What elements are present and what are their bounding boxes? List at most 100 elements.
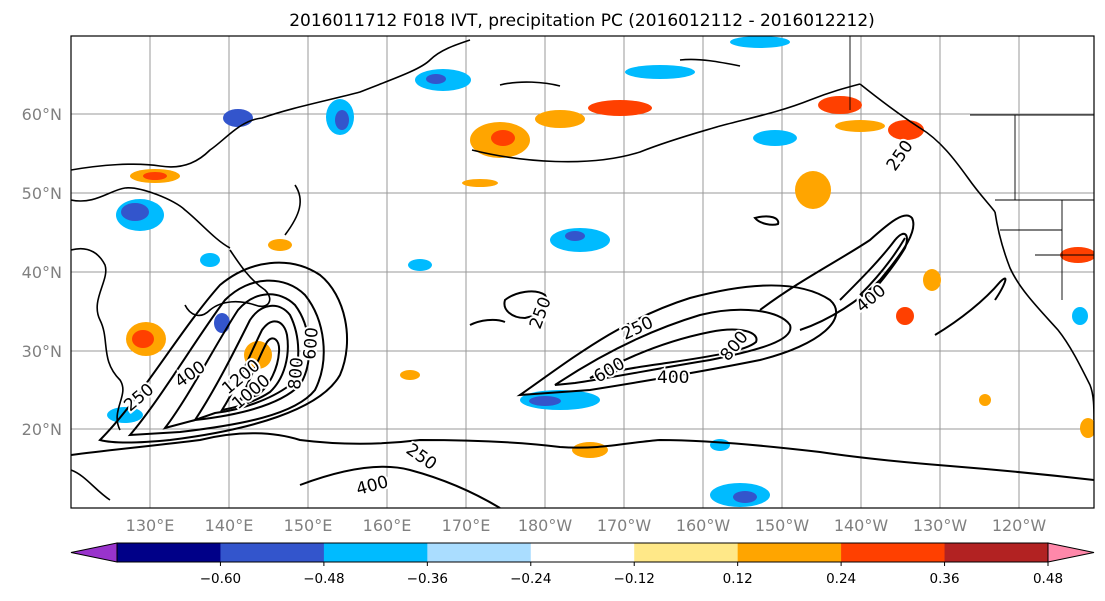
precip-blob: [535, 110, 585, 128]
contour-250: [934, 277, 1007, 336]
colorbar-segment: [841, 543, 946, 562]
precip-blob: [426, 74, 446, 84]
contour-1000: [219, 320, 289, 412]
precip-blob: [408, 259, 432, 271]
precip-blob: [107, 407, 143, 423]
colorbar-tick-label: 0.36: [930, 571, 960, 587]
political-boundaries: [849, 36, 1094, 300]
contour-250: [503, 290, 548, 320]
colorbar-segment: [220, 543, 325, 562]
map-panel: 250 400 1200 1000 800 600 250 250 600 40…: [70, 35, 1095, 509]
coast-line: [284, 184, 301, 236]
contour-800: [192, 304, 300, 422]
precip-blob: [979, 394, 991, 406]
colorbar-tick-label: 0.24: [826, 571, 856, 587]
precip-blob: [565, 231, 585, 241]
colorbar-outline: [116, 542, 1049, 563]
precip-blob: [588, 100, 652, 116]
lon-tick-label: 160°E: [363, 516, 412, 535]
contour-250: [469, 318, 506, 326]
contour-600: [589, 328, 758, 379]
lon-tick-label: 140°E: [205, 516, 254, 535]
contour-250: [71, 432, 1094, 481]
lon-tick-label: 160°W: [676, 516, 731, 535]
precip-blob: [462, 179, 498, 187]
lat-tick-label: 20°N: [22, 420, 62, 439]
colorbar: −0.60 −0.48 −0.36 −0.24 −0.12 0.12 0.24 0.36 0.4…: [70, 542, 1095, 587]
precip-blob: [1080, 418, 1094, 438]
contour-400: [299, 465, 501, 508]
lat-tick-label: 50°N: [22, 184, 62, 203]
contour-label: 400: [657, 368, 689, 388]
colorbar-segment: [737, 543, 842, 562]
colorbar-segment: [944, 543, 1049, 562]
coast-line: [471, 83, 861, 163]
colorbar-tick-label: −0.24: [510, 571, 551, 587]
precip-blob: [730, 36, 790, 48]
colorbar-extend-low: [70, 542, 118, 563]
lon-tick-label: 150°E: [284, 516, 333, 535]
precip-blob: [1072, 307, 1088, 325]
precip-blob: [214, 313, 230, 333]
colorbar-tick-label: −0.36: [407, 571, 448, 587]
precip-blob: [143, 172, 167, 180]
contour-250: [516, 284, 837, 397]
map-title: 2016011712 F018 IVT, precipitation PC (2…: [289, 11, 875, 31]
lon-tick-label: 120°W: [992, 516, 1047, 535]
precip-blob: [223, 109, 253, 127]
coast-line: [994, 211, 1094, 421]
precip-blob: [896, 307, 914, 325]
contour-400: [839, 232, 908, 306]
colorbar-segment: [427, 543, 532, 562]
latitude-labels: 60°N 50°N 40°N 30°N 20°N: [22, 105, 62, 439]
colorbar-tick-label: −0.60: [200, 571, 241, 587]
precip-blob: [572, 442, 608, 458]
contour-250: [753, 215, 780, 226]
lat-tick-label: 40°N: [22, 263, 62, 282]
precip-blob: [132, 330, 154, 348]
contour-label: 600: [300, 326, 323, 360]
lon-tick-label: 170°W: [597, 516, 652, 535]
precip-blob: [491, 130, 515, 146]
colorbar-segment: [530, 543, 635, 562]
contour-label: 800: [285, 356, 308, 390]
precip-blob: [268, 239, 292, 251]
contour-250: [759, 214, 915, 331]
precip-blob: [733, 491, 757, 503]
colorbar-segment: [323, 543, 428, 562]
longitude-labels: 130°E 140°E 150°E 160°E 170°E 180°W 170°W 160°W…: [126, 516, 1047, 535]
lon-tick-label: 130°W: [913, 516, 968, 535]
precip-blob: [121, 203, 149, 221]
coast-line: [71, 187, 231, 249]
map-frame: [70, 35, 1095, 509]
colorbar-segment: [117, 543, 221, 562]
colorbar-extend-high: [1047, 542, 1095, 563]
precip-blob: [795, 171, 831, 209]
contour-800: [859, 237, 906, 296]
precip-blob: [818, 96, 862, 114]
contour-400: [554, 308, 792, 386]
precip-blob: [200, 253, 220, 267]
coast-line: [859, 83, 996, 213]
colorbar-tick-label: −0.12: [614, 571, 655, 587]
colorbar-tick-label: 0.12: [723, 571, 753, 587]
contour-250: [98, 261, 348, 444]
lon-tick-label: 140°W: [834, 516, 889, 535]
precip-blob: [529, 396, 561, 406]
coast-line: [184, 249, 271, 317]
contour-1200: [238, 337, 281, 402]
precip-blob: [753, 130, 797, 146]
colorbar-tick-label: −0.48: [303, 571, 344, 587]
contour-600: [162, 293, 311, 430]
coast-line: [71, 39, 471, 171]
lat-tick-label: 30°N: [22, 342, 62, 361]
precip-blob: [625, 65, 695, 79]
coastlines: [71, 39, 1094, 501]
precip-blob: [335, 110, 349, 130]
precip-anomaly-shading: [107, 36, 1094, 507]
coast-line: [499, 81, 561, 87]
precip-blob: [835, 120, 885, 132]
contour-400: [127, 279, 325, 437]
lon-tick-label: 180°W: [518, 516, 573, 535]
